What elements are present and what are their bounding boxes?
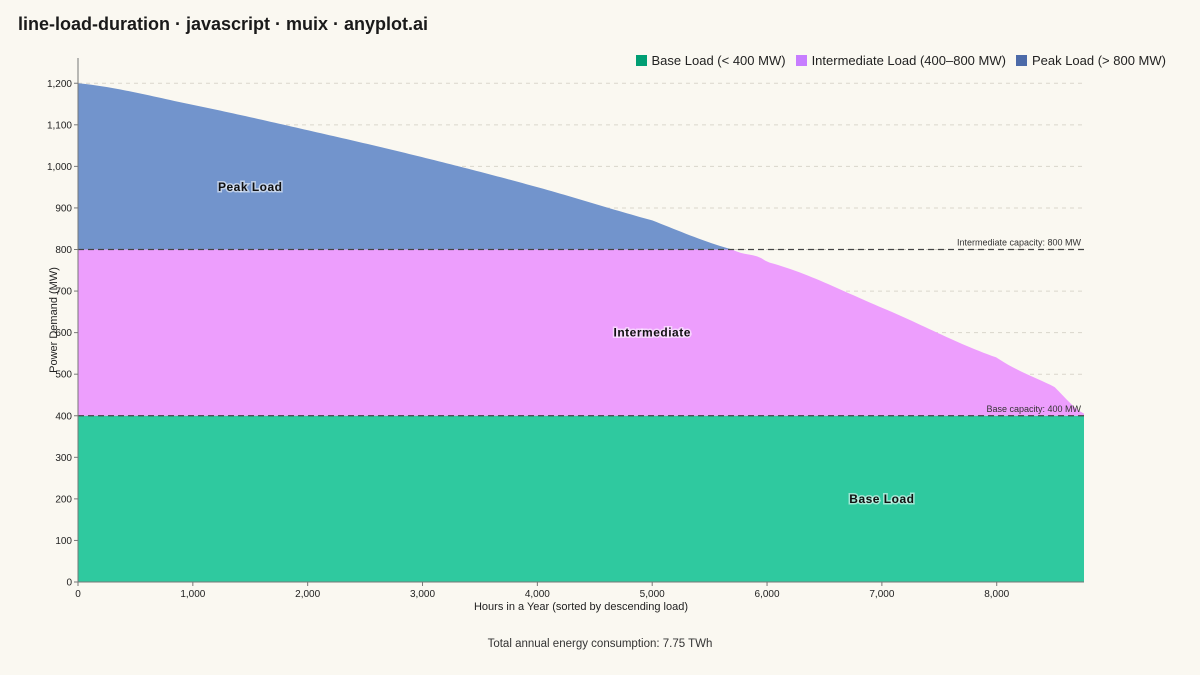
x-tick-label: 4,000 [525,589,550,600]
x-tick-label: 7,000 [869,589,894,600]
y-tick-label: 400 [55,411,72,422]
page-title: line-load-duration · javascript · muix ·… [18,14,429,34]
x-axis-label: Hours in a Year (sorted by descending lo… [474,601,688,613]
legend-swatch-intermediate [795,55,807,66]
y-tick-label: 500 [55,370,72,381]
x-tick-label: 8,000 [984,589,1009,600]
region-label: Base Load [849,492,914,506]
area-peak-load [78,83,1084,250]
y-tick-label: 100 [55,536,72,547]
area-bands [78,83,1084,582]
legend-swatch-base [635,55,647,66]
legend-label-peak: Peak Load (> 800 MW) [1031,53,1166,68]
x-tick-label: 5,000 [640,589,665,600]
y-tick-label: 300 [55,453,72,464]
region-label: Peak Load [218,180,283,194]
legend-label-intermediate: Intermediate Load (400–800 MW) [811,53,1006,68]
legend-item-peak[interactable]: Peak Load (> 800 MW) [1015,53,1166,68]
y-tick-label: 1,100 [47,120,72,131]
legend-swatch-peak [1015,55,1027,66]
region-label: Intermediate [614,326,691,340]
y-tick-label: 0 [66,578,72,589]
x-tick-label: 1,000 [180,589,205,600]
legend-item-intermediate[interactable]: Intermediate Load (400–800 MW) [795,53,1006,68]
legend-item-base[interactable]: Base Load (< 400 MW) [635,53,786,68]
energy-total-caption: Total annual energy consumption: 7.75 TW… [487,638,713,650]
y-tick-label: 1,000 [47,162,72,173]
region-labels: Peak Load Intermediate Base Load [216,179,915,508]
y-tick-label: 600 [55,328,72,339]
y-axis-label: Power Demand (MW) [48,267,60,373]
y-tick-label: 900 [55,203,72,214]
y-tick-label: 1,200 [47,79,72,90]
y-tick-label: 800 [55,245,72,256]
x-axis-ticks: 0 1,000 2,000 3,000 4,000 5,000 6,000 7,000 8,00… [75,582,1010,600]
x-tick-label: 6,000 [755,589,780,600]
y-tick-label: 200 [55,494,72,505]
y-tick-label: 700 [55,287,72,298]
x-tick-label: 3,000 [410,589,435,600]
x-tick-label: 2,000 [295,589,320,600]
chart-legend: Base Load (< 400 MW) Intermediate Load (… [635,53,1166,68]
area-base-load [78,415,1084,582]
reference-lines: Intermediate capacity: 800 MW Base capaci… [78,238,1084,417]
reference-line-label: Intermediate capacity: 800 MW [957,238,1082,248]
reference-line-label: Base capacity: 400 MW [986,404,1081,414]
y-axis-ticks: 0 100 200 300 400 500 600 700 800 900 1,000 1,100 1,… [47,79,78,589]
x-tick-label: 0 [75,589,81,600]
area-intermediate-load [78,249,1084,416]
legend-label-base: Base Load (< 400 MW) [651,53,786,68]
